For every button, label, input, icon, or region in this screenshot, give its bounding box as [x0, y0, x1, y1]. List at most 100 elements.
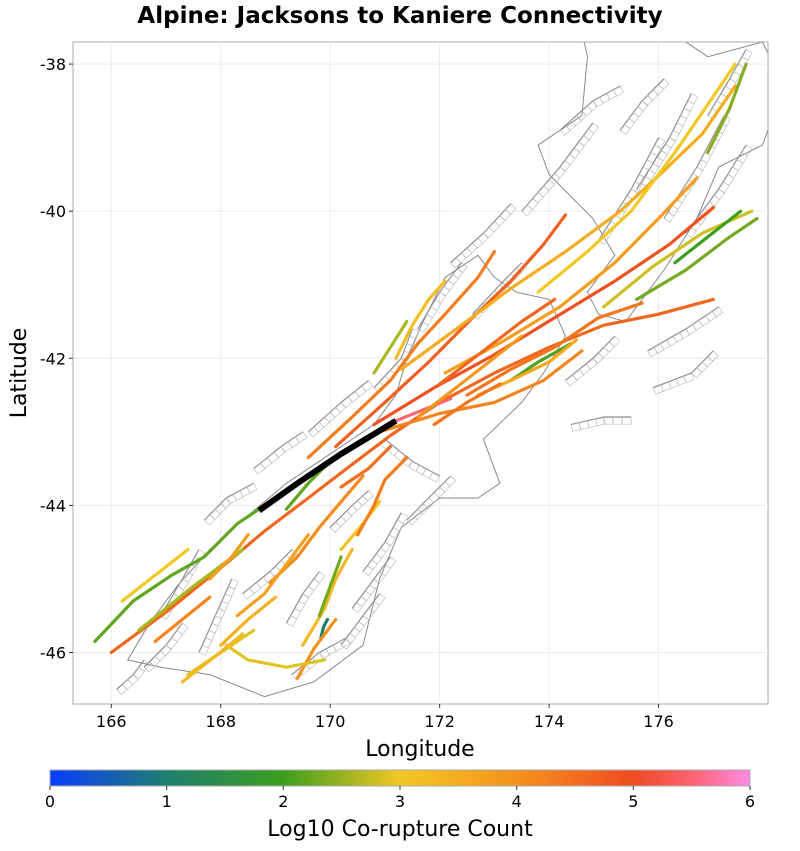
background-fault-dip-box — [692, 166, 704, 178]
background-fault-dip-box — [138, 659, 151, 672]
chart-title: Alpine: Jacksons to Kaniere Connectivity — [137, 3, 662, 29]
background-fault-dip-box — [380, 541, 391, 553]
background-fault-dip-box — [683, 372, 695, 383]
co-rupture-fault — [180, 632, 245, 684]
background-fault-dip-box — [400, 455, 413, 468]
co-rupture-fault — [208, 533, 250, 581]
background-fault-dip-box — [313, 571, 326, 584]
background-fault-dip-box — [361, 379, 374, 392]
background-fault-dip-box — [554, 166, 566, 179]
background-fault-dip-box — [127, 674, 139, 686]
background-fault-dip-box — [339, 637, 351, 649]
co-rupture-fault — [306, 250, 496, 460]
background-fault-dip-box — [587, 122, 599, 134]
background-fault-dip-box — [719, 115, 731, 127]
background-fault-dip-box — [444, 475, 456, 487]
background-fault-dip-box — [612, 85, 624, 97]
co-rupture-fault — [93, 507, 261, 644]
co-rupture-fault — [635, 216, 759, 301]
co-rupture-fault — [377, 349, 584, 434]
colorbar-tick-label: 5 — [628, 792, 638, 811]
co-rupture-fault — [706, 62, 748, 154]
coastline-outline — [126, 254, 567, 698]
co-rupture-fault — [301, 547, 354, 647]
y-tick-label: -38 — [40, 55, 66, 74]
x-tick-label: 168 — [205, 712, 236, 731]
axis-ticks: 166 168 170 172 174 176 -38 -40 -42 -44 -46 — [40, 55, 674, 731]
co-rupture-fault — [372, 205, 715, 427]
x-tick-label: 170 — [315, 712, 346, 731]
background-fault-dip-box — [707, 350, 719, 362]
x-tick-label: 176 — [643, 712, 674, 731]
background-fault-dip-box — [176, 622, 189, 636]
co-rupture-faults — [93, 62, 759, 684]
colorbar-tick-label: 6 — [745, 792, 755, 811]
background-fault-dip-box — [741, 144, 753, 157]
colorbar-tick-label: 2 — [278, 792, 288, 811]
co-rupture-fault — [372, 319, 409, 375]
background-fault-dip-box — [713, 188, 725, 201]
co-rupture-fault — [268, 474, 365, 585]
background-fault-dip-box — [160, 644, 172, 657]
background-fault-dip-box — [429, 471, 441, 483]
y-tick-label: -40 — [40, 202, 66, 221]
gridlines — [73, 42, 768, 704]
co-rupture-fault — [438, 297, 557, 386]
co-rupture-fault — [235, 533, 310, 618]
background-fault-dip-box — [396, 512, 408, 524]
co-rupture-fault — [317, 555, 343, 618]
background-fault-dip-box — [608, 335, 621, 348]
co-rupture-fault — [443, 176, 699, 375]
background-fault-dip-box — [741, 48, 753, 61]
background-fault-dip-box — [621, 416, 632, 425]
y-tick-label: -44 — [40, 496, 66, 515]
background-fault-dip-box — [220, 497, 232, 509]
background-fault-dip-box — [384, 556, 397, 569]
co-rupture-fault — [465, 301, 644, 397]
background-fault-dip-box — [679, 328, 690, 340]
y-tick-label: -46 — [40, 644, 66, 663]
x-axis-label: Longitude — [365, 737, 474, 762]
y-axis-label: Latitude — [7, 328, 32, 419]
background-fault-dip-box — [456, 262, 468, 274]
colorbar — [49, 769, 751, 787]
co-rupture-fault — [673, 209, 743, 265]
background-fault-dip-box — [477, 232, 489, 244]
colorbar-tick-label: 4 — [512, 792, 522, 811]
background-fault-dip-box — [246, 482, 258, 494]
x-tick-label: 166 — [96, 712, 127, 731]
background-fault-dip-box — [409, 328, 420, 340]
co-rupture-fault — [356, 456, 409, 537]
colorbar-tick-label: 1 — [162, 792, 172, 811]
background-fault-dip-box — [585, 357, 598, 370]
background-fault-dip-box — [654, 137, 666, 149]
co-rupture-fault — [339, 445, 392, 489]
co-rupture-fault — [399, 84, 737, 371]
co-rupture-fault — [432, 382, 502, 427]
colorbar-tick-label: 3 — [395, 792, 405, 811]
colorbar-label: Log10 Co-rupture Count — [267, 817, 533, 842]
co-rupture-fault — [416, 334, 524, 419]
background-fault-dip-box — [504, 203, 517, 215]
co-rupture-fault — [319, 617, 330, 640]
y-tick-label: -42 — [40, 349, 66, 368]
x-tick-label: 174 — [534, 712, 565, 731]
background-fault-dip-box — [687, 93, 699, 105]
background-fault-dip-box — [711, 306, 724, 318]
co-rupture-fault — [394, 397, 453, 423]
colorbar-ticks: 0 1 2 3 4 5 6 — [45, 786, 755, 811]
background-fault-dip-box — [362, 490, 374, 502]
background-fault-dip-box — [373, 593, 386, 606]
highlighted-fault — [257, 418, 398, 513]
co-rupture-fault — [295, 617, 338, 680]
background-fault-dip-box — [626, 188, 638, 200]
co-rupture-fault — [219, 595, 278, 647]
co-rupture-fault — [120, 547, 190, 603]
colorbar-tick-label: 0 — [45, 792, 55, 811]
x-tick-label: 172 — [424, 712, 455, 731]
co-rupture-fault — [153, 595, 212, 644]
background-fault-dip-box — [658, 78, 670, 90]
background-fault-dip-box — [228, 578, 239, 590]
co-rupture-fault — [224, 643, 327, 669]
background-fault-dip-box — [295, 431, 308, 443]
